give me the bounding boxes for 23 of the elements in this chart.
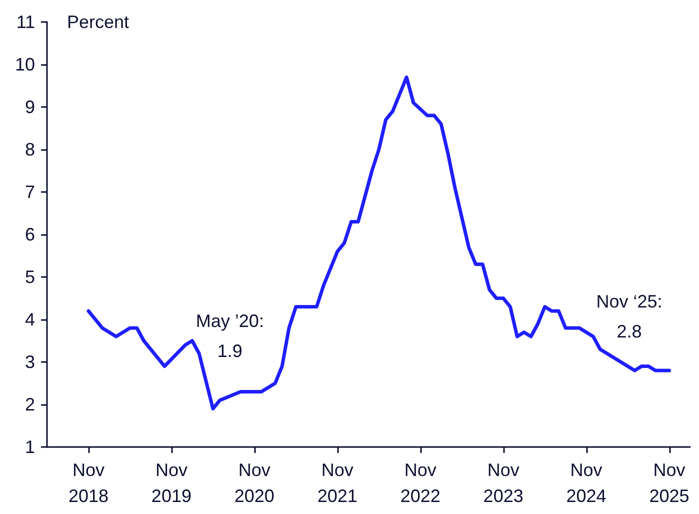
y-tick-label: 2 bbox=[24, 394, 35, 414]
line-series bbox=[86, 76, 672, 410]
y-tick-label: 5 bbox=[24, 267, 35, 287]
annotation: May ’20: 1.9 bbox=[196, 310, 264, 361]
y-tick-label: 7 bbox=[24, 182, 35, 202]
x-tick-label: Nov 2023 bbox=[483, 460, 524, 506]
y-tick-label: 8 bbox=[24, 140, 35, 160]
annotation: Nov ‘25: 2.8 bbox=[596, 292, 662, 342]
y-tick-label: 9 bbox=[24, 97, 35, 117]
x-tick-label: Nov 2018 bbox=[68, 460, 109, 506]
x-tick-label: Nov 2020 bbox=[234, 460, 274, 506]
x-tick-label: Nov 2024 bbox=[566, 460, 606, 506]
y-tick-label: 10 bbox=[14, 54, 35, 74]
y-tick-label: 4 bbox=[24, 310, 35, 330]
y-tick-label: 11 bbox=[16, 12, 35, 32]
y-axis-title: Percent bbox=[67, 12, 130, 32]
x-tick-label: Nov 2019 bbox=[151, 460, 192, 506]
y-tick-label: 6 bbox=[24, 224, 35, 244]
x-tick-label: Nov 2022 bbox=[400, 460, 440, 506]
y-tick-label: 3 bbox=[24, 352, 35, 372]
x-tick-label: Nov 2021 bbox=[317, 460, 358, 506]
y-tick-label: 1 bbox=[24, 437, 35, 457]
x-tick-label: Nov 2025 bbox=[649, 460, 690, 506]
